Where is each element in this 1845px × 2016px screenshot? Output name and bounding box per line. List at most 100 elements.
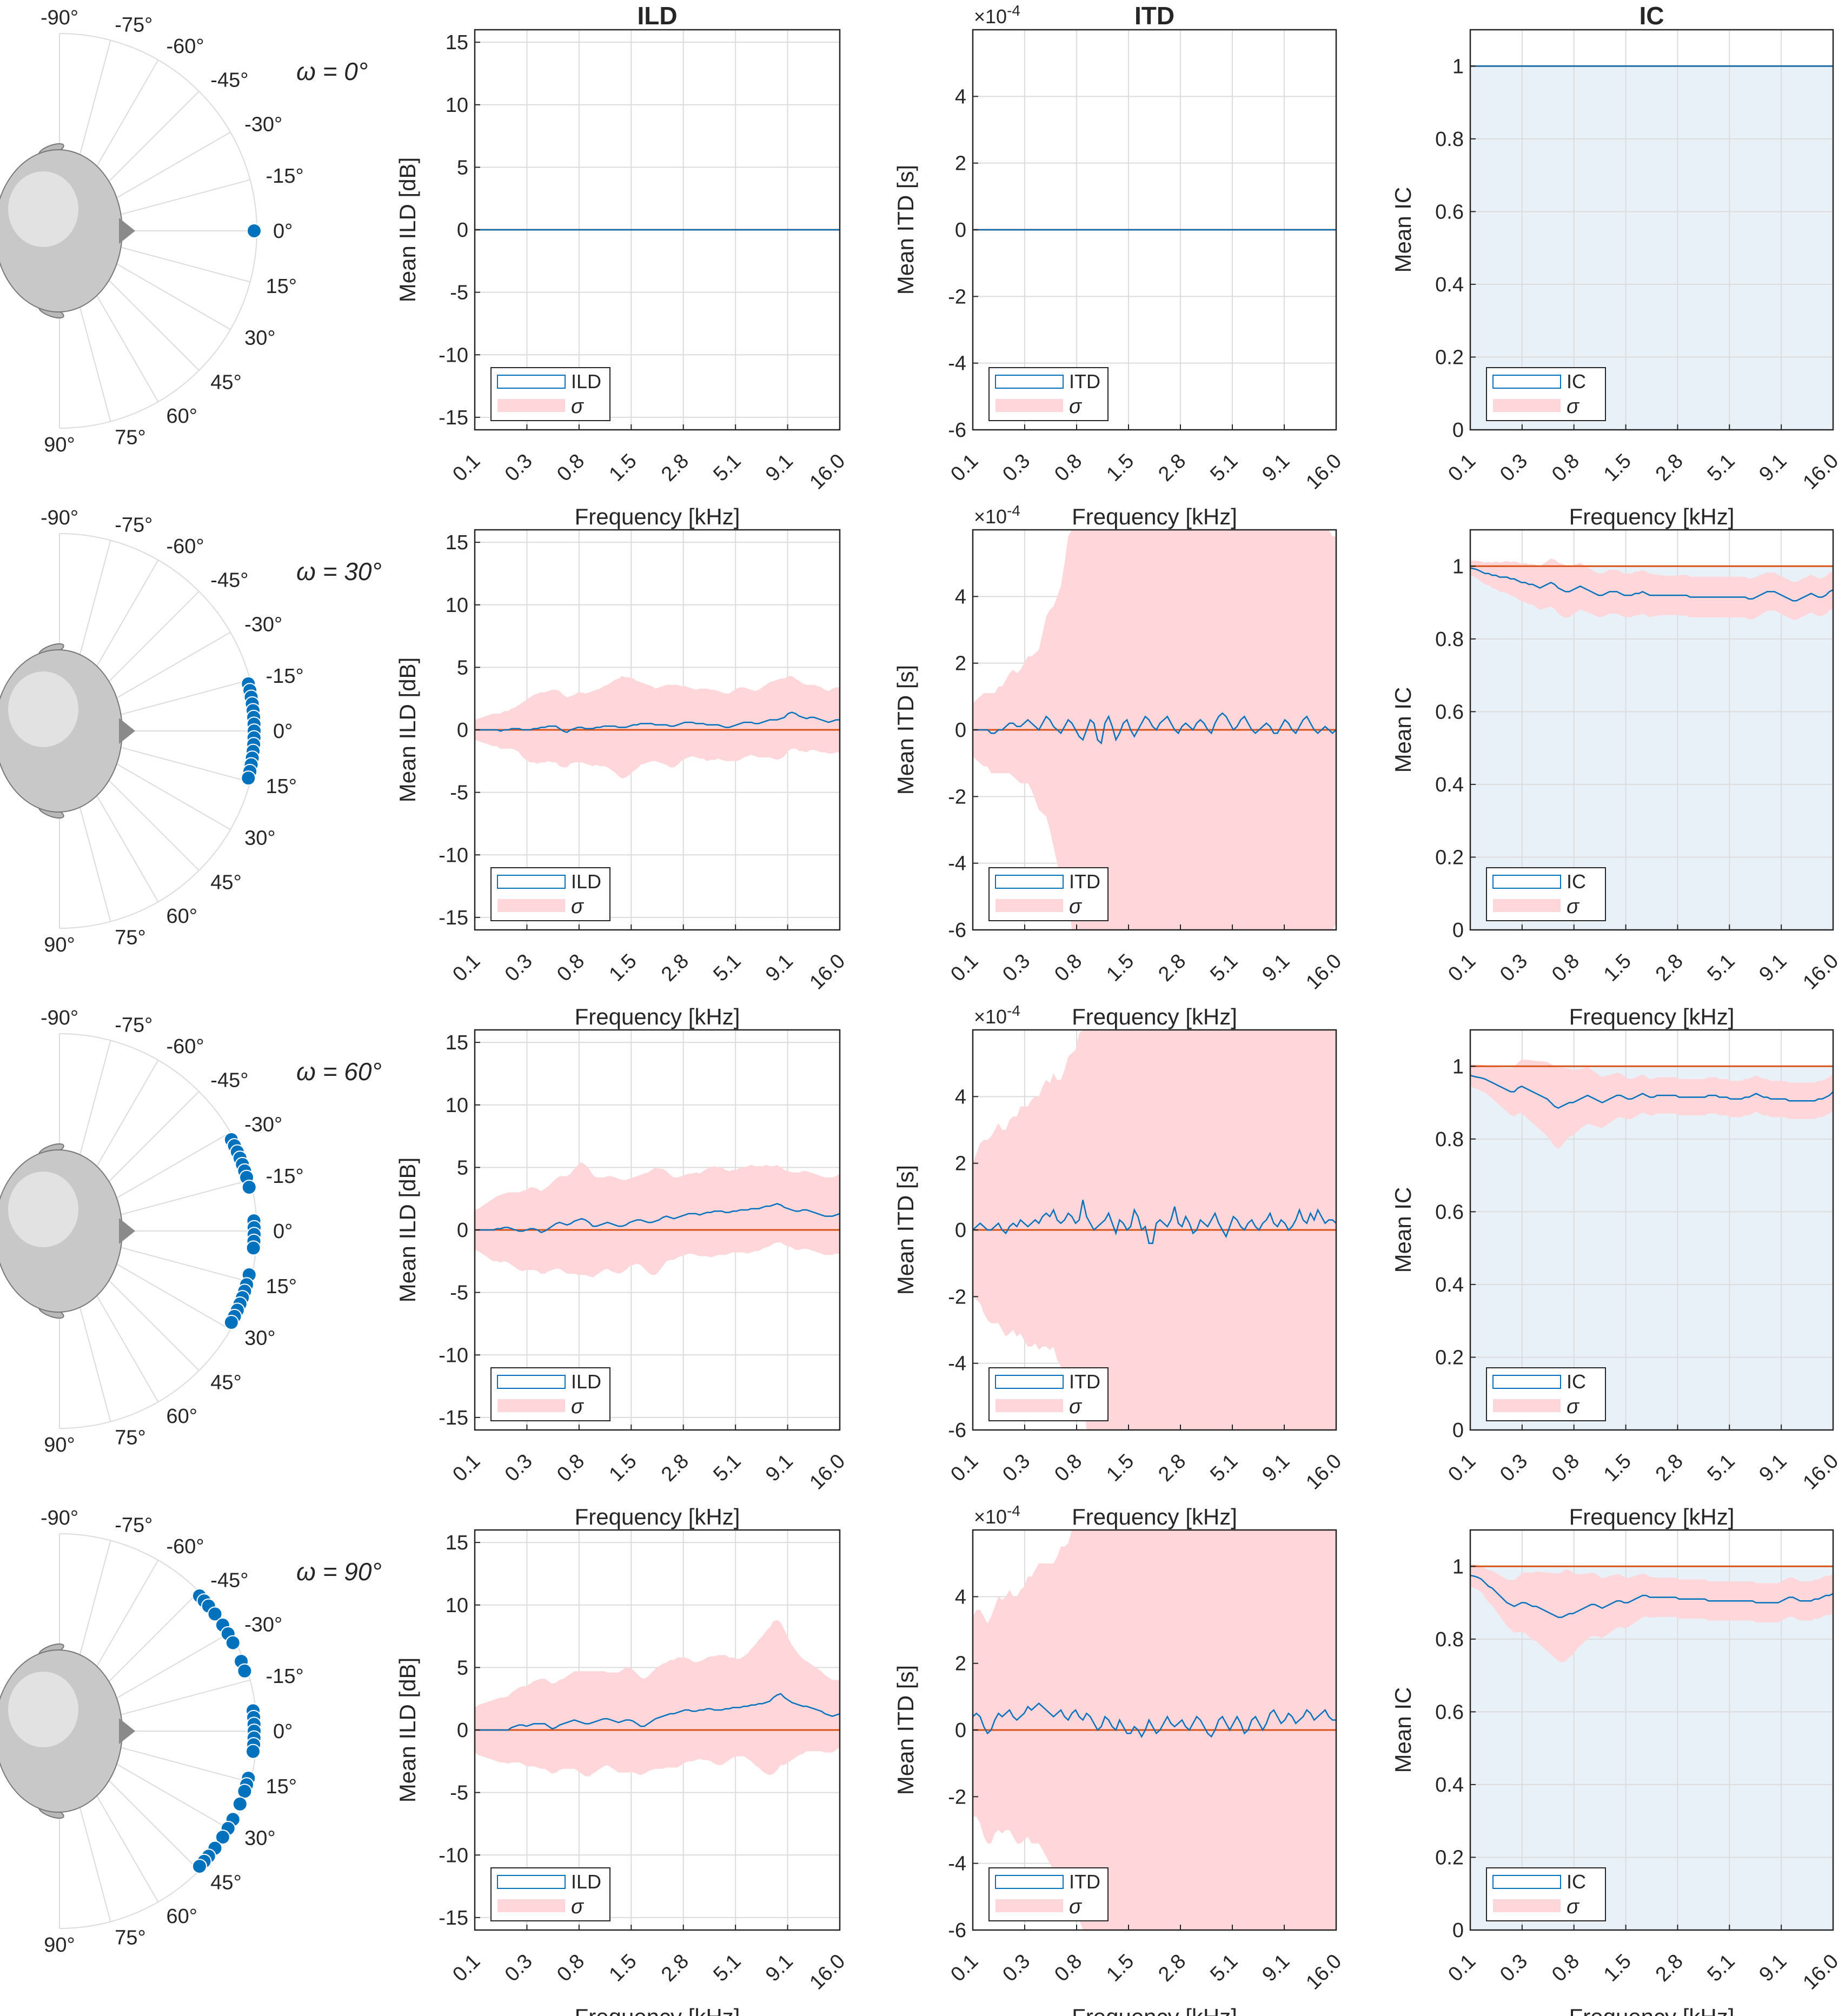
y-tick-label: 15 — [446, 1532, 468, 1554]
legend-swatch-sigma — [497, 399, 565, 412]
x-axis-label: Frequency [kHz] — [575, 1504, 740, 1529]
y-tick-label: 0 — [457, 1719, 468, 1742]
y-tick-label: 1 — [1452, 1055, 1464, 1078]
y-tick-label: -4 — [948, 352, 966, 375]
legend: ICσ — [1486, 1867, 1606, 1921]
y-tick-label: 4 — [955, 585, 966, 608]
legend-swatch-sigma — [497, 899, 565, 912]
y-axis-label: Mean ILD [dB] — [395, 1658, 420, 1802]
legend-swatch-mean — [995, 1375, 1064, 1389]
legend-label-mean: ITD — [1069, 1871, 1100, 1893]
y-tick-label: -6 — [948, 1919, 966, 1942]
polar-angle-label: 45° — [210, 371, 241, 394]
x-tick-label: 5.1 — [1703, 450, 1740, 486]
source-position-marker — [245, 1240, 261, 1256]
polar-angle-label: -60° — [167, 1535, 204, 1558]
polar-angle-label: 90° — [44, 1934, 75, 1957]
x-tick-label: 9.1 — [761, 950, 798, 986]
polar-angle-label: 15° — [266, 775, 297, 798]
x-tick-label: 16.0 — [805, 450, 850, 494]
axis-multiplier-base: ×10 — [974, 1506, 1007, 1528]
x-tick-label: 1.5 — [1102, 450, 1138, 486]
head-nose — [119, 718, 135, 744]
y-tick-label: 10 — [446, 594, 468, 617]
x-tick-label: 9.1 — [1258, 1450, 1294, 1486]
x-tick-label: 0.1 — [448, 450, 485, 486]
x-tick-label: 2.8 — [1651, 450, 1688, 486]
y-tick-label: 5 — [457, 1156, 468, 1179]
polar-angle-label: -60° — [167, 1035, 204, 1058]
panel-ic-omega-30: 0.1 0.3 0.8 1.5 2.8 5.1 9.1 16.0 0 0.2 0.4 0.6 0.8 1 F… — [1390, 529, 1843, 1029]
axes-box — [1469, 29, 1834, 431]
y-tick-label: 0.4 — [1435, 774, 1464, 796]
polar-angle-label: 30° — [244, 1327, 275, 1350]
legend-swatch-mean — [497, 375, 566, 389]
y-tick-label: 15 — [446, 531, 468, 554]
polar-angle-label: -30° — [244, 614, 282, 636]
sigma-band — [475, 1620, 840, 1777]
polar-angle-label: -60° — [167, 535, 204, 558]
y-tick-label: -2 — [948, 1786, 966, 1808]
panel-ic-omega-0: 0.1 0.3 0.8 1.5 2.8 5.1 9.1 16.0 0 0.2 0.4 0.6 0.8 1 F… — [1390, 29, 1843, 529]
legend-swatch-mean — [1492, 375, 1561, 389]
polar-angle-label: -15° — [266, 665, 304, 688]
y-tick-label: 1 — [1452, 1555, 1464, 1578]
x-tick-label: 0.8 — [1548, 950, 1584, 986]
x-tick-label: 16.0 — [1798, 950, 1843, 994]
polar-angle-label: -30° — [244, 1114, 282, 1136]
y-tick-label: 2 — [955, 1153, 966, 1175]
y-tick-label: 0.6 — [1435, 201, 1464, 223]
y-tick-label: 10 — [446, 1594, 468, 1617]
axis-multiplier-exponent: -4 — [1007, 1502, 1020, 1519]
legend-swatch-sigma — [1493, 1399, 1561, 1412]
polar-angle-label: 75° — [115, 427, 145, 449]
polar-angle-label: 60° — [167, 905, 197, 928]
source-position-marker — [245, 1744, 261, 1759]
x-tick-label: 16.0 — [1302, 1950, 1346, 1994]
axis-multiplier-exponent: -4 — [1007, 2, 1020, 19]
x-tick-label: 5.1 — [709, 450, 745, 486]
y-axis-label: Mean ILD [dB] — [395, 1157, 420, 1302]
x-tick-label: 1.5 — [1600, 950, 1636, 986]
x-tick-label: 0.1 — [448, 1950, 485, 1986]
x-tick-label: 5.1 — [1206, 1950, 1242, 1986]
polar-angle-label: 15° — [266, 1775, 297, 1798]
x-tick-label: 16.0 — [1798, 1450, 1843, 1494]
x-tick-label: 1.5 — [1102, 1450, 1138, 1486]
x-tick-label: 5.1 — [709, 950, 745, 986]
polar-angle-label: 90° — [44, 1434, 75, 1456]
x-tick-label: 0.3 — [1496, 1950, 1532, 1986]
x-tick-label: 1.5 — [1600, 1450, 1636, 1486]
y-tick-label: 0.8 — [1435, 1128, 1464, 1151]
x-tick-label: 5.1 — [1703, 1950, 1740, 1986]
y-tick-label: 10 — [446, 1094, 468, 1117]
y-tick-label: 0.2 — [1435, 1346, 1464, 1369]
legend-label-sigma: σ — [571, 895, 585, 918]
x-tick-label: 0.3 — [998, 1450, 1034, 1486]
y-tick-label: 10 — [446, 94, 468, 117]
source-position-marker — [241, 1180, 257, 1195]
axis-multiplier-base: ×10 — [974, 5, 1007, 28]
omega-label: ω = 60° — [296, 1057, 382, 1086]
y-tick-label: 0.4 — [1435, 274, 1464, 296]
y-axis-label: Mean ILD [dB] — [395, 657, 420, 802]
legend-label-sigma: σ — [571, 1395, 585, 1418]
panel-ild-omega-60: 0.1 0.3 0.8 1.5 2.8 5.1 9.1 16.0 -15 -10 -5 0 5 10 15 F… — [395, 1029, 850, 1529]
legend-label-mean: ILD — [571, 1871, 601, 1893]
source-position-marker — [223, 1315, 239, 1330]
axis-multiplier: ×10-4 — [974, 1002, 1020, 1028]
x-tick-label: 5.1 — [709, 1450, 745, 1486]
y-tick-label: 0 — [955, 1719, 966, 1742]
x-axis-label: Frequency [kHz] — [1569, 1504, 1735, 1529]
y-tick-label: -15 — [439, 1407, 468, 1429]
legend-label-mean: IC — [1567, 370, 1586, 392]
x-axis-label: Frequency [kHz] — [1072, 1004, 1237, 1029]
polar-angle-label: 60° — [167, 405, 197, 428]
polar-angle-label: -75° — [115, 514, 152, 536]
x-tick-label: 16.0 — [1798, 450, 1843, 494]
x-tick-label: 0.1 — [946, 450, 983, 486]
source-position-marker — [225, 1635, 241, 1651]
polar-angle-label: -75° — [115, 1514, 152, 1536]
legend-swatch-mean — [497, 1875, 566, 1889]
